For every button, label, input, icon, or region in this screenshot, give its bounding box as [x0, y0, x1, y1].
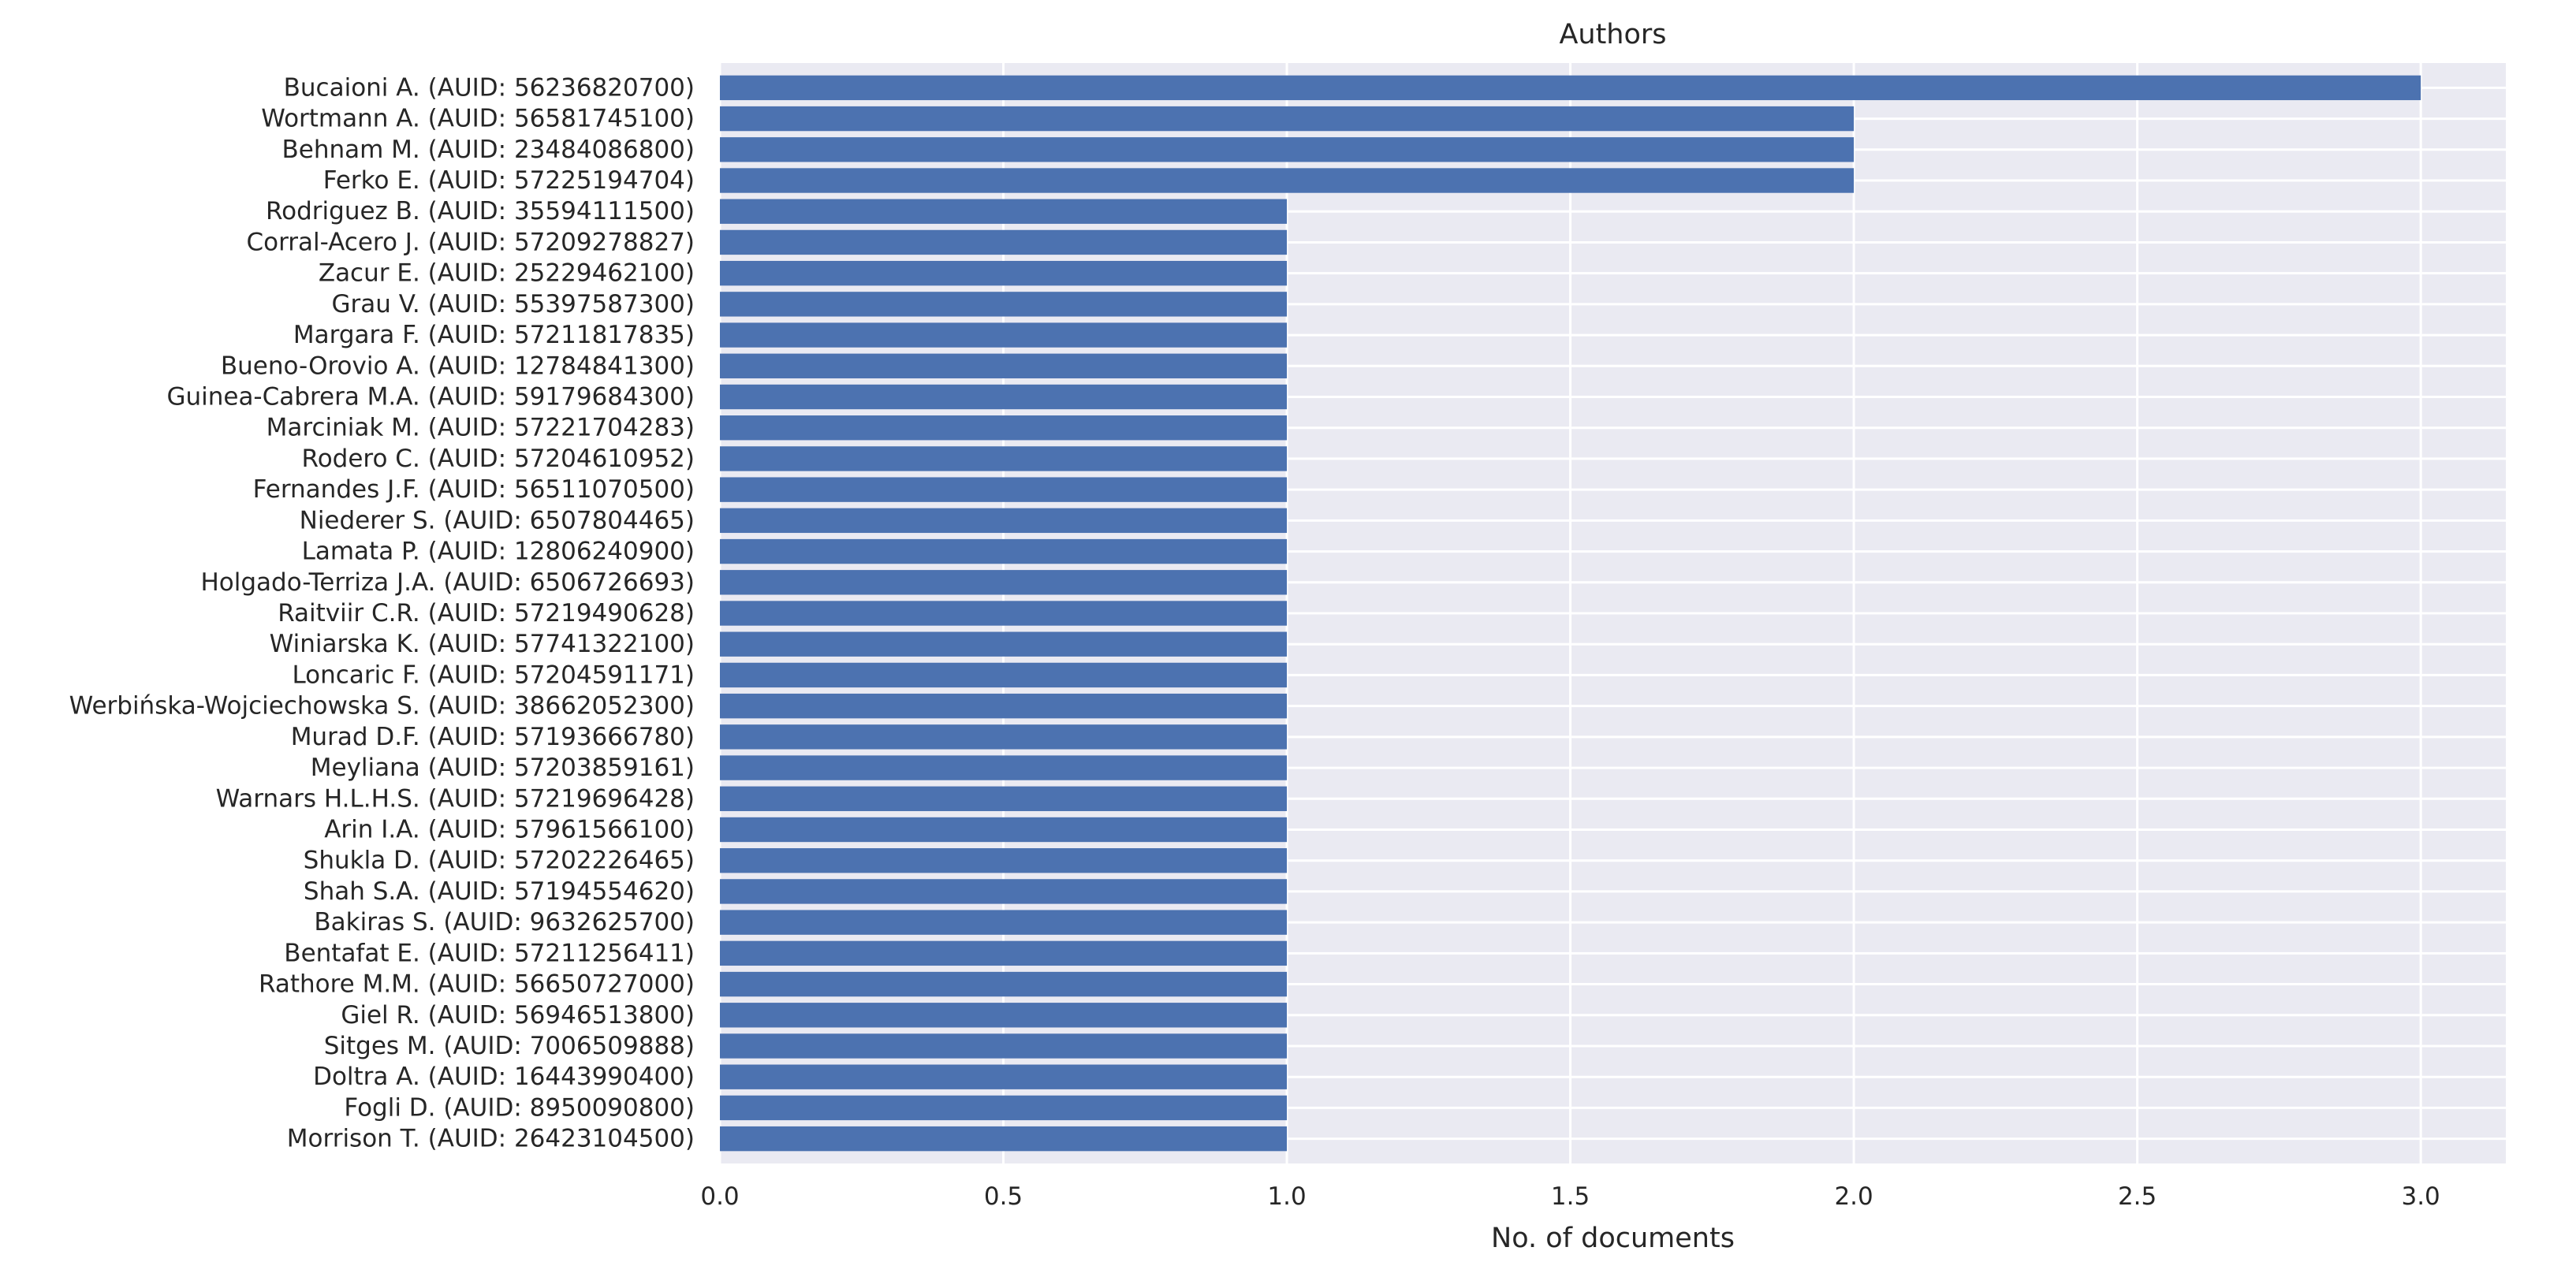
y-tick-label: Lamata P. (AUID: 12806240900) [302, 538, 695, 566]
y-tick-label: Behnam M. (AUID: 23484086800) [282, 136, 695, 164]
x-tick-label: 0.0 [700, 1182, 739, 1211]
bar [720, 817, 1288, 843]
y-tick-label: Bakiras S. (AUID: 9632625700) [314, 908, 695, 936]
y-tick-label: Winiarska K. (AUID: 57741322100) [270, 630, 695, 658]
bar [720, 292, 1288, 317]
y-tick-label: Marciniak M. (AUID: 57221704283) [267, 414, 695, 442]
y-tick-label: Rodero C. (AUID: 57204610952) [302, 445, 695, 473]
y-tick-label: Guinea-Cabrera M.A. (AUID: 59179684300) [166, 383, 695, 411]
bar [720, 137, 1855, 162]
y-tick-label: Doltra A. (AUID: 16443990400) [313, 1063, 695, 1091]
x-tick-label: 2.5 [2118, 1182, 2157, 1211]
x-tick-label: 1.5 [1551, 1182, 1590, 1211]
y-tick-label: Werbińska-Wojciechowska S. (AUID: 386620… [69, 692, 695, 720]
y-tick-label: Corral-Acero J. (AUID: 57209278827) [246, 228, 695, 256]
y-tick-label: Bentafat E. (AUID: 57211256411) [284, 939, 695, 967]
bar [720, 446, 1288, 471]
bar [720, 786, 1288, 811]
y-tick-label: Loncaric F. (AUID: 57204591171) [292, 661, 695, 689]
bar [720, 353, 1288, 378]
bar [720, 384, 1288, 410]
x-axis-label: No. of documents [1491, 1223, 1735, 1254]
y-tick-label: Meyliana (AUID: 57203859161) [311, 754, 695, 782]
y-tick-label: Giel R. (AUID: 56946513800) [341, 1001, 695, 1029]
y-tick-label: Rodriguez B. (AUID: 35594111500) [266, 197, 695, 225]
bar [720, 260, 1288, 286]
bar [720, 75, 2421, 101]
bar [720, 879, 1288, 904]
y-tick-label: Wortmann A. (AUID: 56581745100) [261, 105, 695, 133]
bar [720, 940, 1288, 966]
x-tick-label: 3.0 [2401, 1182, 2440, 1211]
y-tick-label: Zacur E. (AUID: 25229462100) [319, 259, 695, 288]
bar [720, 1003, 1288, 1028]
bar [720, 538, 1288, 564]
y-tick-label: Niederer S. (AUID: 6507804465) [300, 506, 695, 534]
bar [720, 971, 1288, 997]
bar [720, 106, 1855, 132]
y-tick-label: Fernandes J.F. (AUID: 56511070500) [253, 475, 695, 504]
y-tick-label: Morrison T. (AUID: 26423104500) [287, 1125, 695, 1153]
y-tick-label: Holgado-Terriza J.A. (AUID: 6506726693) [200, 568, 695, 597]
bar [720, 415, 1288, 441]
bar [720, 693, 1288, 719]
chart-title: Authors [1559, 19, 1666, 50]
bar [720, 662, 1288, 688]
y-tick-label: Fogli D. (AUID: 8950090800) [344, 1093, 695, 1122]
y-tick-label: Warnars H.L.H.S. (AUID: 57219696428) [216, 784, 695, 813]
bar [720, 1095, 1288, 1121]
y-tick-label: Murad D.F. (AUID: 57193666780) [291, 723, 695, 751]
bar [720, 1064, 1288, 1089]
bar [720, 601, 1288, 626]
bar [720, 477, 1288, 502]
bar [720, 570, 1288, 595]
y-tick-label: Raitviir C.R. (AUID: 57219490628) [278, 599, 695, 627]
y-tick-label: Shukla D. (AUID: 57202226465) [304, 847, 695, 875]
bar [720, 199, 1288, 224]
bar [720, 755, 1288, 780]
x-tick-label: 0.5 [984, 1182, 1023, 1211]
y-tick-label: Shah S.A. (AUID: 57194554620) [304, 877, 695, 906]
y-tick-label: Bucaioni A. (AUID: 56236820700) [284, 73, 695, 102]
bar [720, 724, 1288, 750]
bars [720, 75, 2421, 1152]
y-tick-label: Rathore M.M. (AUID: 56650727000) [259, 970, 695, 999]
y-tick-label: Margara F. (AUID: 57211817835) [293, 321, 695, 349]
bar [720, 1126, 1288, 1152]
x-tick-label: 2.0 [1834, 1182, 1873, 1211]
bar [720, 322, 1288, 348]
bar [720, 848, 1288, 873]
y-tick-label: Ferko E. (AUID: 57225194704) [323, 166, 695, 195]
bar [720, 168, 1855, 193]
y-tick-label: Bueno-Orovio A. (AUID: 12784841300) [221, 352, 695, 380]
bar [720, 508, 1288, 534]
y-tick-label: Grau V. (AUID: 55397587300) [331, 290, 695, 318]
x-tick-label: 1.0 [1267, 1182, 1306, 1211]
y-tick-label: Sitges M. (AUID: 7006509888) [324, 1032, 695, 1060]
bar [720, 229, 1288, 255]
y-tick-labels: Bucaioni A. (AUID: 56236820700) Wortmann … [69, 73, 695, 1152]
y-tick-label: Arin I.A. (AUID: 57961566100) [324, 815, 695, 843]
x-tick-labels: 0.0 0.5 1.0 1.5 2.0 2.5 3.0 [700, 1182, 2440, 1211]
bar [720, 1033, 1288, 1059]
bar [720, 910, 1288, 935]
bar [720, 631, 1288, 657]
